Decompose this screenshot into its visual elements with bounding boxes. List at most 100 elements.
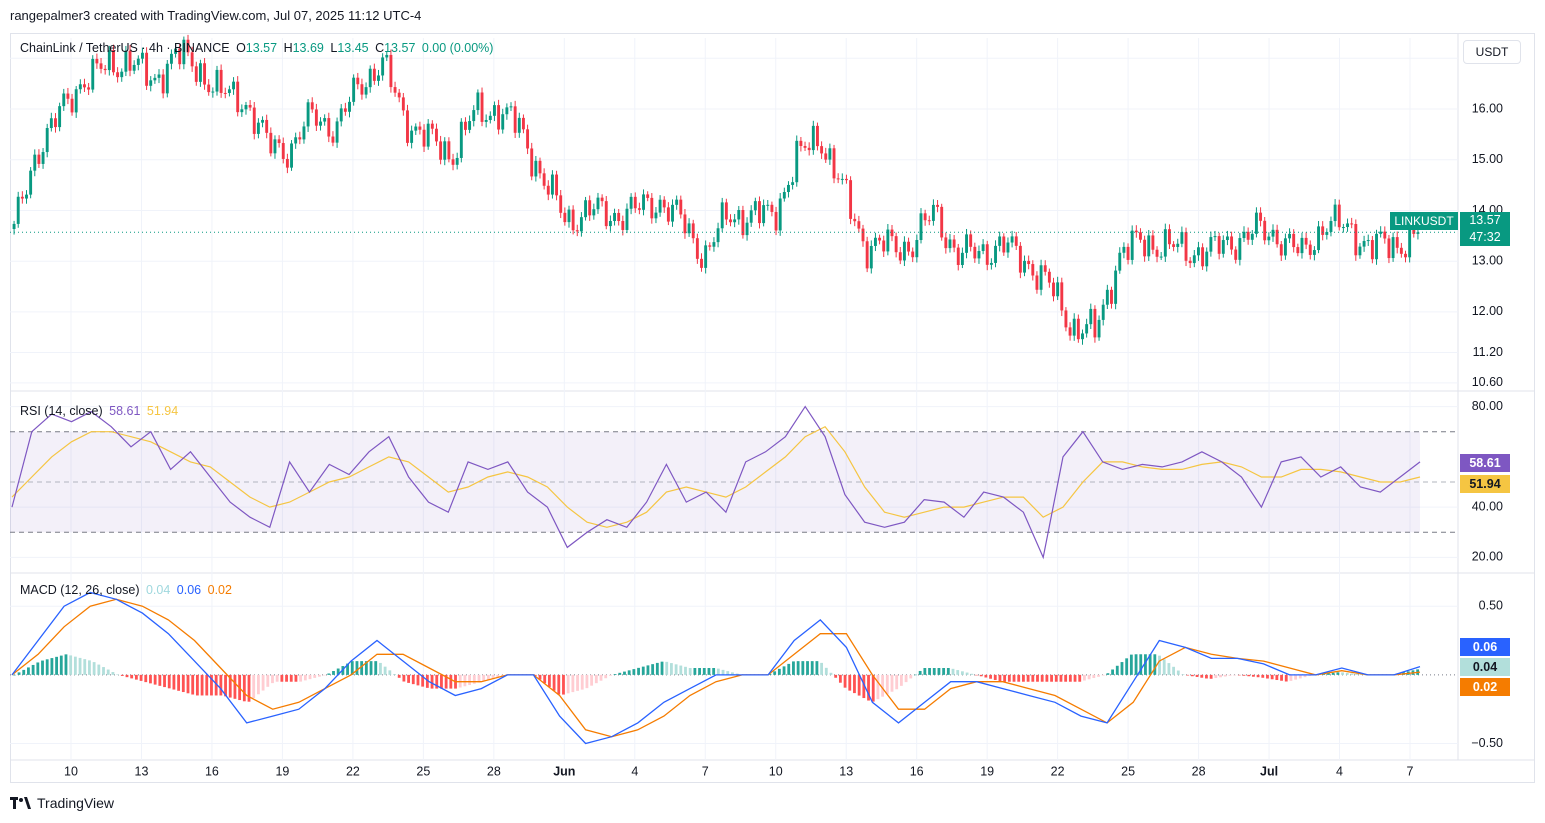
candle-body [534,160,538,177]
candle-body [758,201,761,224]
candle-body [613,212,616,221]
macd-histogram-bar [1345,672,1349,675]
macd-legend[interactable]: MACD (12, 26, close) 0.04 0.06 0.02 [20,583,235,597]
macd-histogram-bar [214,674,218,696]
candle-body [1085,324,1089,334]
macd-histogram-bar [1144,654,1147,675]
price-tick-label: 12.00 [1472,304,1503,318]
price-tick-label: 13.00 [1472,253,1503,267]
candle-body [625,208,629,230]
macd-histogram-bar [355,661,359,675]
candle-body [745,222,749,236]
macd-histogram-bar [571,674,575,693]
macd-histogram-bar [177,674,181,691]
candle-body [873,237,877,246]
candle-body [741,210,745,236]
candle-body [1151,235,1155,250]
price-tick-label: 15.00 [1472,152,1503,166]
time-tick-label: 25 [416,764,430,778]
candle-body [480,92,484,122]
macd-histogram-bar [890,674,894,692]
candle-body [550,174,554,195]
candle-body [186,39,190,53]
macd-histogram-bar [960,671,964,675]
candle-body [629,196,633,209]
candle-body [49,118,53,129]
macd-histogram-bar [1355,673,1359,675]
macd-histogram-bar [346,663,349,675]
macd-histogram-bar [233,674,237,699]
rsi-tick-label: 40.00 [1472,499,1503,513]
tradingview-logo[interactable]: TradingView [10,795,114,811]
candle-body [435,128,438,142]
macd-histogram-bar [1336,672,1340,675]
candle-body [700,258,703,268]
macd-histogram-bar [970,673,974,675]
macd-histogram-bar [1092,674,1096,679]
candle-body [1130,230,1134,260]
macd-histogram-bar [1322,673,1326,675]
macd-histogram-bar [993,674,997,680]
candle-body [849,180,853,219]
candle-body [381,57,385,76]
candle-body [965,234,968,253]
macd-histogram-bar [820,662,824,675]
macd-histogram-bar [228,674,232,698]
candle-body [608,220,612,227]
macd-histogram-bar [1148,654,1152,675]
candle-body [1168,229,1171,245]
macd-line [11,591,1421,745]
rsi-legend[interactable]: RSI (14, close) 58.61 51.94 [20,404,181,418]
macd-histogram-bar [1167,663,1171,675]
macd-histogram-bar [1172,666,1176,675]
candle-body [128,50,132,71]
candle-body [248,104,252,108]
candle-body [1201,247,1205,267]
candle-body [654,212,658,219]
candle-body [343,108,347,112]
macd-histogram-bar [918,670,922,675]
candle-body [319,121,322,126]
candle-body [261,119,264,123]
candle-body [621,221,625,230]
candle-body [998,236,1002,246]
macd-histogram-bar [641,666,645,675]
macd-histogram-bar [440,674,443,689]
candle-body [389,54,393,88]
rsi-ma-value: 51.94 [146,404,179,418]
candle-body [944,237,948,249]
candle-body [1101,304,1105,320]
candle-body [1354,224,1358,256]
candle-body [1259,212,1263,221]
candle-body [1110,289,1113,304]
macd-value: 0.06 [176,583,202,597]
macd-histogram-bar [1247,674,1251,677]
candle-body [244,104,248,110]
candle-body [675,199,679,205]
candle-body [455,157,459,165]
macd-histogram-bar [716,668,720,675]
candle-body [666,207,670,222]
macd-histogram-bar [1284,674,1288,682]
candle-body [1105,289,1109,305]
macd-histogram-bar [989,674,992,679]
macd-histogram-bar [885,674,889,695]
macd-histogram-bar [421,674,425,687]
candle-body [140,52,144,59]
candle-body [1238,238,1242,260]
price-legend: ChainLink / TetherUS · 4h · BINANCE O13.… [20,41,496,55]
macd-histogram-bar [1097,674,1100,677]
macd-histogram-bar [1214,674,1218,679]
macd-histogram-bar [1327,673,1330,675]
macd-histogram-bar [1078,674,1082,682]
candle-body [795,140,799,183]
candle-body [1184,232,1188,261]
candle-body [1370,240,1374,260]
macd-histogram-bar [336,668,340,675]
candle-body [58,106,62,128]
rsi-tick-label: 80.00 [1472,399,1503,413]
candle-body [832,148,836,179]
pair-label: ChainLink / TetherUS · 4h · BINANCE [20,41,230,55]
currency-button[interactable]: USDT [1463,40,1521,64]
